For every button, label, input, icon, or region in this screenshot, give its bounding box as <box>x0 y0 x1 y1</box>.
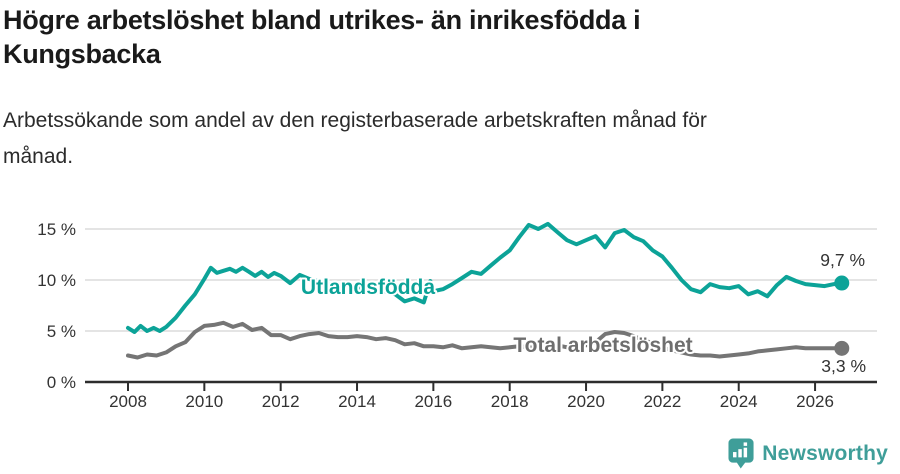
y-tick-label: 0 % <box>47 373 76 392</box>
logo-bar-short <box>733 452 737 458</box>
series-end-dot <box>834 275 850 291</box>
y-tick-label: 10 % <box>37 271 76 290</box>
x-tick-label: 2012 <box>262 392 300 411</box>
x-tick-label: 2016 <box>414 392 452 411</box>
page-title: Högre arbetslöshet bland utrikes- än inr… <box>3 3 641 71</box>
series-end-value-label: 9,7 % <box>820 250 865 270</box>
series-line-total-arbetslöshet <box>126 320 844 360</box>
series-end-value-label: 3,3 % <box>821 356 866 376</box>
newsworthy-pin-icon <box>728 438 754 469</box>
x-tick-label: 2010 <box>185 392 223 411</box>
x-tick-label: 2020 <box>567 392 605 411</box>
x-tick-label: 2008 <box>109 392 147 411</box>
x-tick-label: 2022 <box>643 392 681 411</box>
y-tick-label: 15 % <box>37 220 76 239</box>
logo-exclamation-dot <box>743 442 748 446</box>
series-inline-label: Total arbetslöshet <box>513 334 692 357</box>
x-tick-label: 2018 <box>491 392 529 411</box>
newsworthy-logo[interactable]: Newsworthy <box>728 438 888 469</box>
x-tick-label: 2024 <box>720 392 758 411</box>
series-inline-label: Utlandsfödda <box>301 276 435 299</box>
logo-bar-medium <box>738 449 743 458</box>
page-title-line: Högre arbetslöshet bland utrikes- än inr… <box>3 5 641 35</box>
y-tick-label: 5 % <box>47 322 76 341</box>
page-subtitle-line: månad. <box>3 145 74 168</box>
page-title-line: Kungsbacka <box>3 39 161 69</box>
series-line-utlandsfödda <box>126 221 844 334</box>
series-end-dot <box>834 340 850 356</box>
logo-bar-tall <box>743 447 748 458</box>
x-tick-label: 2014 <box>338 392 376 411</box>
page-subtitle: Arbetssökande som andel av den registerb… <box>3 103 707 175</box>
x-tick-label: 2026 <box>796 392 834 411</box>
page-subtitle-line: Arbetssökande som andel av den registerb… <box>3 109 707 132</box>
newsworthy-wordmark: Newsworthy <box>762 441 888 465</box>
